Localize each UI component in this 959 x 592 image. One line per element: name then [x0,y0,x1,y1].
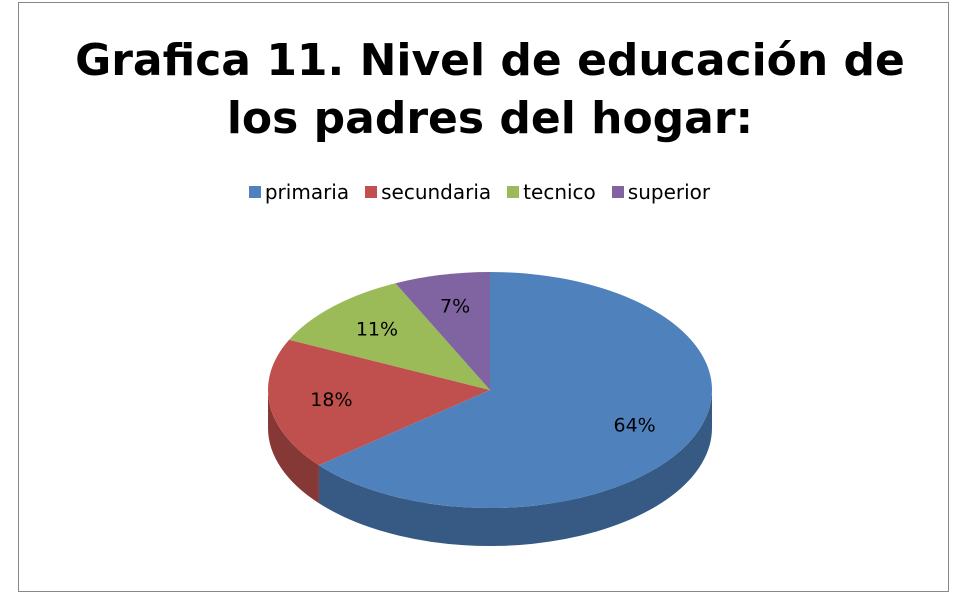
pie-slice [268,339,490,466]
legend-swatch [248,186,261,198]
legend-label: secundaria [381,180,492,204]
pie-side [318,390,712,546]
legend-label: superior [627,180,711,204]
legend-swatch [365,186,378,198]
data-label: 18% [310,389,352,411]
legend-swatch [611,186,624,198]
data-label: 64% [614,415,656,437]
legend-swatch [507,186,520,198]
pie-slice [318,272,712,508]
legend-item: secundaria [365,180,491,204]
chart-title: Grafica 11. Nivel de educación de los pa… [75,35,905,144]
data-label: 7% [440,296,470,318]
legend-item: superior [611,180,711,204]
pie-side [268,390,319,504]
pie-slice [289,283,490,390]
legend-item: primaria [248,180,350,204]
pie-slice [395,272,490,390]
legend-item: tecnico [507,180,596,204]
legend: primaria secundaria tecnico superior [0,180,959,204]
legend-label: primaria [264,180,350,204]
pie-chart: 64% 18% 11% 7% [268,272,712,546]
data-label: 11% [356,318,398,340]
legend-label: tecnico [523,180,596,204]
